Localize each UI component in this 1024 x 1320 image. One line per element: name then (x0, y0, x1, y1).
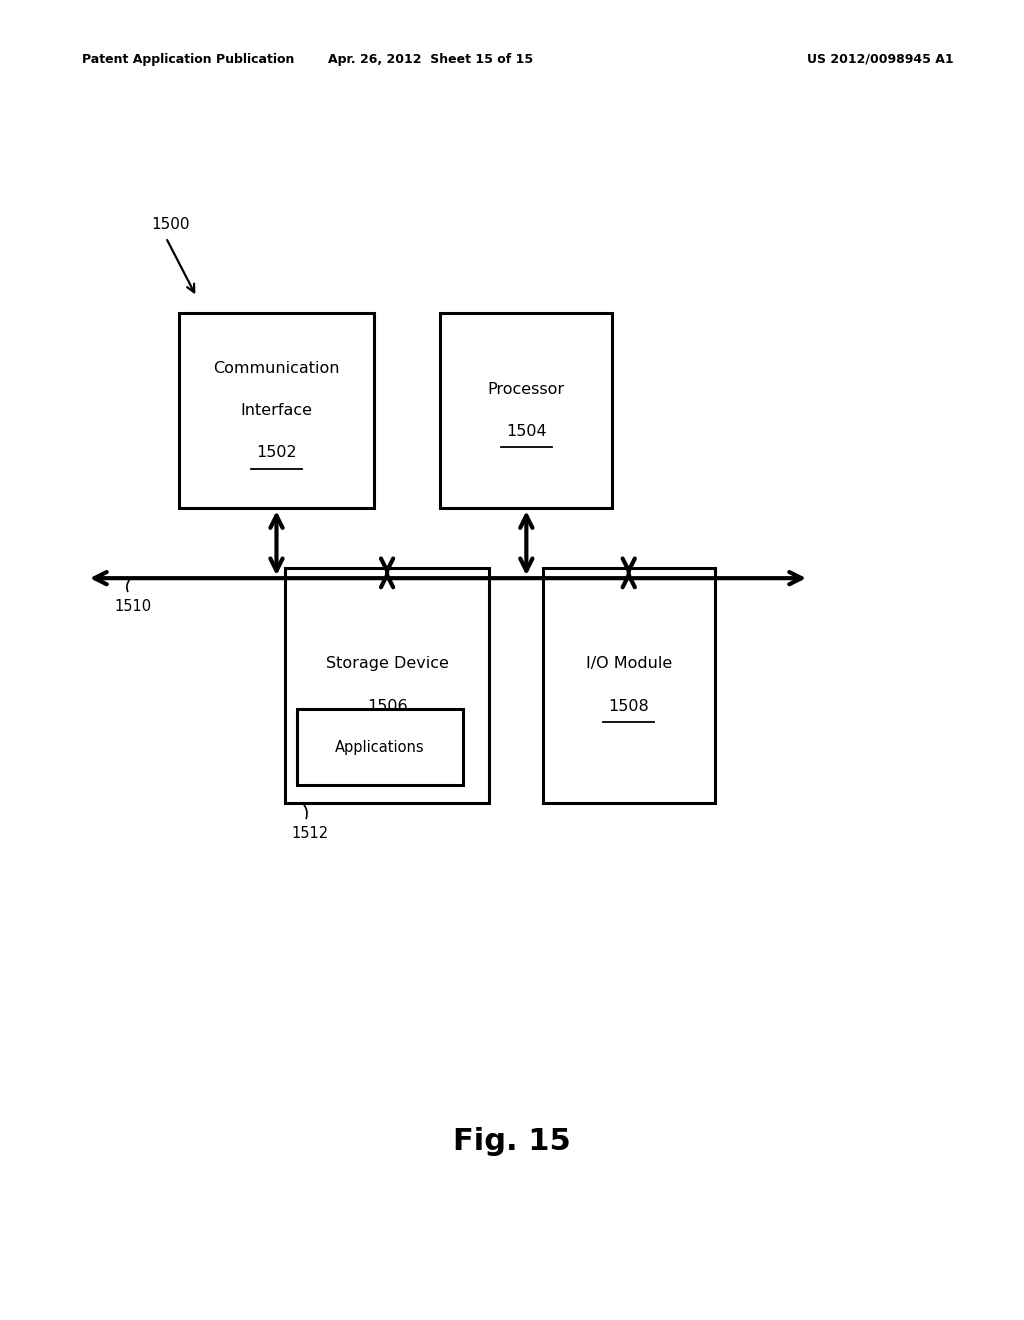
Text: Patent Application Publication: Patent Application Publication (82, 53, 294, 66)
Text: 1512: 1512 (292, 826, 329, 841)
Text: Applications: Applications (335, 739, 425, 755)
Text: Apr. 26, 2012  Sheet 15 of 15: Apr. 26, 2012 Sheet 15 of 15 (328, 53, 532, 66)
Text: 1504: 1504 (506, 424, 547, 440)
Text: Fig. 15: Fig. 15 (454, 1127, 570, 1156)
Bar (285, 568, 489, 803)
Text: US 2012/0098945 A1: US 2012/0098945 A1 (807, 53, 954, 66)
Text: 1502: 1502 (256, 445, 297, 461)
Bar (440, 313, 612, 508)
Bar (543, 568, 715, 803)
Text: Storage Device: Storage Device (326, 656, 449, 672)
Text: Processor: Processor (487, 381, 565, 397)
Text: I/O Module: I/O Module (586, 656, 672, 672)
Text: 1510: 1510 (115, 599, 152, 614)
Text: 1500: 1500 (152, 216, 190, 232)
Bar (179, 313, 374, 508)
Text: 1508: 1508 (608, 698, 649, 714)
Text: Communication: Communication (213, 360, 340, 376)
Bar (297, 709, 463, 785)
Text: 1506: 1506 (367, 698, 408, 714)
Text: Interface: Interface (241, 403, 312, 418)
